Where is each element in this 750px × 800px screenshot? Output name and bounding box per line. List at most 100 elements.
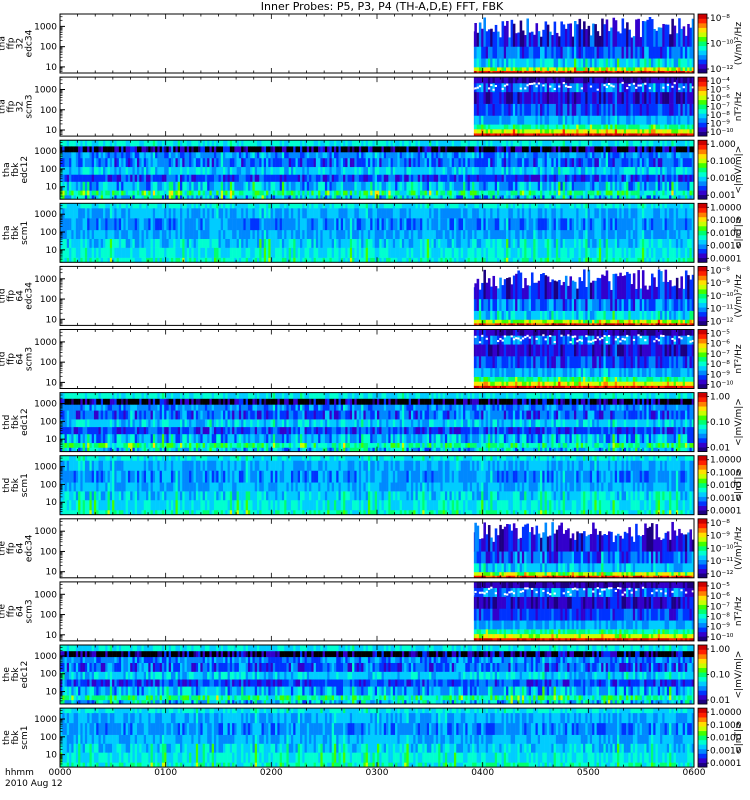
spectrogram-cell [370,174,373,182]
spectrogram-cell [576,166,579,175]
spectrogram-cell [155,203,158,209]
spectrogram-cell [295,208,299,219]
spectrogram-cell [132,208,136,219]
spectrogram-cell [293,257,296,263]
spectrogram-cell [207,166,210,175]
spectrogram-cell [490,58,493,68]
spectrogram-cell [225,257,228,263]
panel-label-line: 32 [16,38,26,49]
spectrogram-cell [537,46,541,59]
spectrogram-cell [555,166,559,175]
spectrogram-cell [415,190,419,196]
spectrogram-cell [64,140,68,147]
spectrogram-cell [150,166,154,175]
spectrogram-cell [650,103,654,116]
spectrogram-cell [684,83,688,93]
spectrogram-cell [141,208,145,219]
spectrogram-cell [587,58,591,68]
spectrogram-cell [630,124,634,130]
spectrogram-cell [469,146,473,153]
spectrogram-cell [596,31,600,47]
spectrogram-cell [447,190,450,196]
spectrogram-cell [573,91,577,104]
spectrogram-cell [64,152,68,159]
spectrogram-cell [501,166,505,175]
spectrogram-cell [682,91,686,104]
spectrogram-cell [352,174,355,182]
spectrogram-cell [297,146,301,153]
spectrogram-cell [75,190,79,196]
spectrogram-cell [431,146,434,153]
spectrogram-cell [336,140,339,147]
spectrogram-cell [637,157,640,168]
spectrogram-cell [650,140,654,147]
spectrogram-cell [263,257,267,263]
spectrogram-cell [648,124,652,130]
spectrogram-cell [168,203,172,209]
spectrogram-cell [259,190,262,196]
spectrogram-cell [569,146,573,153]
spectrogram-cell [284,218,287,231]
spectrogram-cell [508,103,511,116]
spectrogram-cell [404,174,407,182]
spectrogram-cell [544,124,548,130]
spectrogram-cell [180,140,183,147]
spectrogram-cell [127,229,131,239]
spectrogram-cell [372,157,376,168]
spectrogram-cell [136,257,140,263]
spectrogram-cell [80,157,83,168]
spectrogram-cell [243,238,246,248]
spectrogram-cell [356,174,360,182]
spectrogram-cell [105,166,108,175]
spectrogram-cell [93,152,97,159]
spectrogram-cell [189,166,192,175]
spectrogram-cell [519,174,523,182]
spectrogram-cell [569,115,573,125]
spectrogram-cell [87,146,90,153]
colorbar-segment [698,27,707,33]
spectrogram-cell [130,203,133,209]
spectrogram-cell [542,152,545,159]
spectrogram-cell [182,174,185,182]
spectrogram-cell [261,229,265,239]
spectrogram-cell [395,181,398,191]
spectrogram-cell [626,91,629,104]
spectrogram-cell [632,174,636,182]
spectrogram-cell [578,83,582,93]
spectrogram-cell [612,83,616,93]
spectrogram-cell [152,181,156,191]
spectrogram-cell [266,218,269,231]
spectrogram-cell [456,190,459,196]
spectrogram-cell [587,181,591,191]
spectrogram-cell [388,157,391,168]
spectrogram-cell [601,46,604,59]
spectrogram-cell [352,181,355,191]
spectrogram-cell [481,91,484,104]
spectrogram-cell [653,91,656,104]
spectrogram-cell [542,195,545,200]
spectrogram-cell [553,88,557,91]
spectrogram-cell [569,129,573,134]
spectrogram-cell [478,133,482,137]
spectrogram-cell [64,195,68,200]
spectrogram-cell [510,146,514,153]
spectrogram-cell [564,77,568,84]
spectrogram-cell [266,181,269,191]
spectrogram-cell [236,203,240,209]
spectrogram-cell [564,103,568,116]
spectrogram-cell [422,174,425,182]
spectrogram-cell [639,140,643,147]
spectrogram-cell [637,146,640,153]
spectrogram-cell [691,146,695,153]
spectrogram-cell [503,91,507,104]
spectrogram-cell [116,257,120,263]
spectrogram-cell [684,35,688,47]
spectrogram-cell [136,203,140,209]
spectrogram-cell [487,174,491,182]
spectrogram-cell [669,195,672,200]
spectrogram-cell [542,146,545,153]
spectrogram-cell [87,140,90,147]
spectrogram-cell [673,67,677,71]
spectrogram-cell [311,195,314,200]
spectrogram-cell [295,190,299,196]
